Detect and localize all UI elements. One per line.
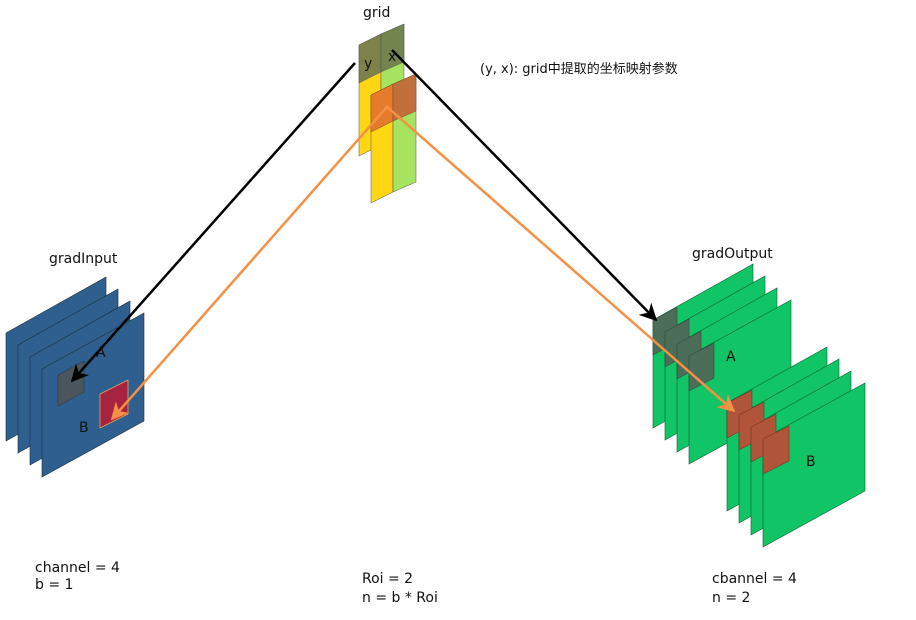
arrow-grid-to-input-b xyxy=(110,107,387,421)
grad-input-channel-text: channel = 4 xyxy=(35,560,120,576)
grid-x-label: x xyxy=(388,49,396,65)
grad-output-b-cell-4 xyxy=(762,425,790,475)
grid-annotation: (y, x): grid中提取的坐标映射参数 xyxy=(480,61,678,77)
grad-input-b-text: b = 1 xyxy=(35,577,73,593)
grad-input-stack xyxy=(5,276,145,478)
grad-output-label-b: B xyxy=(806,454,816,470)
grad-output-stack-b xyxy=(726,346,866,548)
grad-output-label-a: A xyxy=(726,349,736,365)
roi-text: Roi = 2 xyxy=(362,571,413,587)
grad-output-title: gradOutput xyxy=(692,246,773,262)
grid-y-label: y xyxy=(364,56,372,72)
grad-output-n-text: n = 2 xyxy=(712,590,750,606)
grid-title: grid xyxy=(363,5,390,21)
labels: grid y x (y, x): grid中提取的坐标映射参数 gradInpu… xyxy=(35,5,816,606)
grad-input-title: gradInput xyxy=(49,251,118,267)
arrow-grid-x-to-output xyxy=(391,49,658,322)
grad-input-label-b: B xyxy=(79,420,89,436)
arrow-grid-to-output-b xyxy=(385,105,736,413)
n-formula-text: n = b * Roi xyxy=(362,590,438,606)
grad-output-a-cell-4 xyxy=(688,342,715,392)
grad-input-label-a: A xyxy=(96,345,106,361)
arrow-grid-y-to-input xyxy=(70,62,356,383)
arrows xyxy=(70,49,736,421)
grad-output-b-channel-4 xyxy=(762,382,866,548)
grad-output-channel-text: cbannel = 4 xyxy=(712,571,797,587)
grad-input-channel-4 xyxy=(41,312,145,478)
grad-output-stack-a xyxy=(652,263,792,465)
grid-orange-x-cell xyxy=(392,73,417,122)
